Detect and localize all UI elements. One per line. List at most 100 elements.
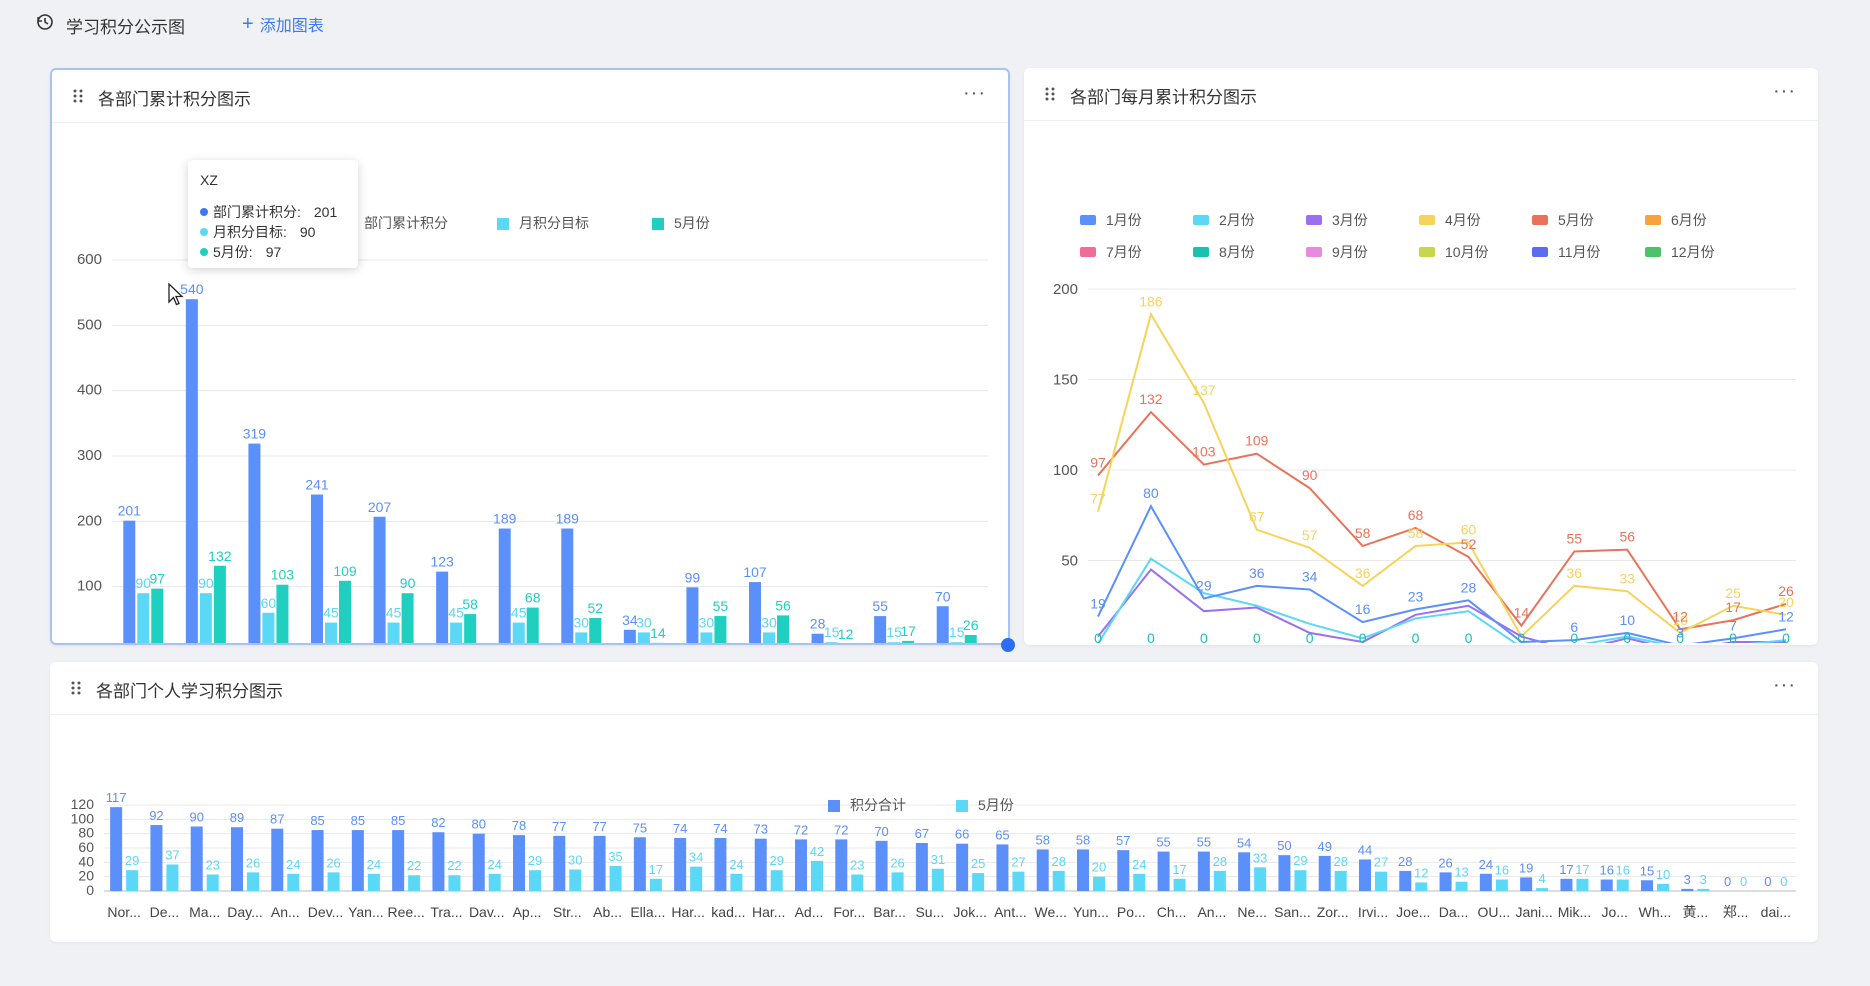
data-label: 137 bbox=[1192, 382, 1216, 398]
data-label: 26 bbox=[890, 855, 904, 870]
bar bbox=[714, 616, 727, 643]
dept-total-card[interactable]: 各部门累计积分图示 ··· 0100200300400500600XZ20190… bbox=[50, 68, 1010, 645]
bar bbox=[529, 870, 541, 891]
card-title: 各部门个人学习积分图示 bbox=[96, 682, 283, 701]
legend-label: 8月份 bbox=[1219, 244, 1255, 260]
data-label: 24 bbox=[286, 857, 300, 872]
dept-monthly-card[interactable]: 各部门每月累计积分图示 ··· 050100150200XZSWQCLCLKZZ… bbox=[1024, 68, 1818, 645]
bar bbox=[1697, 888, 1710, 891]
legend-label: 5月份 bbox=[1558, 212, 1594, 228]
legend-swatch bbox=[828, 800, 840, 812]
tooltip-label: 5月份: bbox=[213, 244, 253, 260]
data-label: 70 bbox=[935, 588, 951, 604]
more-options-icon[interactable]: ··· bbox=[1773, 80, 1796, 102]
bar bbox=[488, 873, 501, 891]
data-label: 25 bbox=[1725, 585, 1741, 601]
data-label: 15 bbox=[824, 624, 840, 640]
drag-handle-icon[interactable] bbox=[72, 88, 84, 104]
bar bbox=[964, 635, 977, 643]
y-tick-label: 100 bbox=[71, 810, 95, 826]
bar bbox=[972, 873, 985, 891]
data-label: 44 bbox=[1358, 842, 1372, 857]
x-tick-label: Ad... bbox=[795, 904, 824, 920]
data-label: 90 bbox=[135, 575, 151, 591]
data-label: 37 bbox=[165, 847, 179, 862]
data-label: 12 bbox=[1414, 865, 1428, 880]
bar bbox=[888, 642, 901, 643]
drag-handle-icon[interactable] bbox=[1044, 86, 1056, 102]
data-label: 117 bbox=[106, 790, 127, 805]
data-label: 0 bbox=[1570, 630, 1578, 643]
data-label: 109 bbox=[1245, 433, 1269, 449]
drag-handle-icon[interactable] bbox=[70, 680, 82, 696]
data-label: 75 bbox=[633, 820, 647, 835]
data-label: 74 bbox=[673, 821, 687, 836]
data-label: 22 bbox=[407, 858, 421, 873]
data-label: 90 bbox=[400, 575, 416, 591]
data-label: 78 bbox=[512, 818, 526, 833]
data-label: 0 bbox=[1253, 630, 1261, 643]
data-label: 0 bbox=[1094, 630, 1102, 643]
more-options-icon[interactable]: ··· bbox=[1773, 674, 1796, 696]
data-label: 55 bbox=[1197, 835, 1211, 850]
bar bbox=[730, 873, 743, 891]
x-tick-label: Ma... bbox=[189, 904, 220, 920]
bar bbox=[512, 622, 525, 643]
bar bbox=[1600, 879, 1613, 891]
data-label: 70 bbox=[874, 824, 888, 839]
bar bbox=[1681, 888, 1694, 891]
legend-dot-icon bbox=[200, 228, 208, 236]
data-label: 29 bbox=[1196, 578, 1212, 594]
more-options-icon[interactable]: ··· bbox=[963, 82, 986, 104]
resize-handle[interactable] bbox=[1001, 638, 1015, 652]
history-icon[interactable] bbox=[36, 13, 54, 31]
data-label: 207 bbox=[368, 499, 392, 515]
data-label: 99 bbox=[685, 569, 701, 585]
data-label: 92 bbox=[149, 808, 163, 823]
y-tick-label: 20 bbox=[78, 868, 94, 884]
data-label: 77 bbox=[592, 819, 606, 834]
data-label: 23 bbox=[850, 858, 864, 873]
data-label: 29 bbox=[125, 853, 139, 868]
data-label: 0 bbox=[1200, 630, 1208, 643]
data-label: 16 bbox=[1599, 863, 1613, 878]
data-label: 52 bbox=[1461, 536, 1477, 552]
bar bbox=[1657, 883, 1669, 891]
bar bbox=[151, 588, 164, 643]
legend-swatch bbox=[1193, 247, 1209, 257]
personal-card[interactable]: 各部门个人学习积分图示 ··· 0 20 40 60 80 100 120 Nor... 117… bbox=[50, 662, 1818, 942]
data-label: 24 bbox=[1479, 857, 1493, 872]
bar bbox=[1536, 888, 1549, 891]
card-title: 各部门每月累计积分图示 bbox=[1070, 88, 1257, 107]
x-tick-label: 黄... bbox=[1682, 904, 1708, 920]
x-tick-label: Dev... bbox=[308, 904, 344, 920]
legend-swatch bbox=[652, 218, 664, 230]
data-label: 0 bbox=[1764, 874, 1771, 889]
bar bbox=[351, 830, 364, 891]
bar bbox=[1077, 849, 1089, 891]
bar bbox=[754, 838, 767, 891]
data-label: 103 bbox=[271, 567, 295, 583]
bar bbox=[276, 584, 289, 643]
bar bbox=[248, 443, 261, 643]
data-label: 26 bbox=[246, 855, 260, 870]
x-tick-label: Zor... bbox=[1317, 904, 1349, 920]
data-label: 189 bbox=[493, 511, 517, 527]
bar bbox=[387, 622, 400, 643]
add-chart-button[interactable]: + 添加图表 bbox=[242, 12, 324, 36]
legend-swatch bbox=[1306, 215, 1322, 225]
bar bbox=[311, 494, 323, 643]
data-label: 26 bbox=[1438, 855, 1452, 870]
data-label: 55 bbox=[1156, 835, 1170, 850]
bar bbox=[271, 828, 284, 891]
chart-tooltip: XZ 部门累计积分: 201 月积分目标: 90 5月份: 97 bbox=[188, 160, 358, 268]
data-label: 0 bbox=[1465, 630, 1473, 643]
x-tick-label: Ap... bbox=[513, 904, 542, 920]
legend-swatch bbox=[956, 800, 968, 812]
data-label: 17 bbox=[900, 623, 916, 639]
bar bbox=[373, 516, 386, 643]
data-label: 0 bbox=[1740, 874, 1747, 889]
bar bbox=[137, 593, 150, 643]
data-label: 15 bbox=[1640, 863, 1654, 878]
data-label: 17 bbox=[1725, 599, 1741, 615]
